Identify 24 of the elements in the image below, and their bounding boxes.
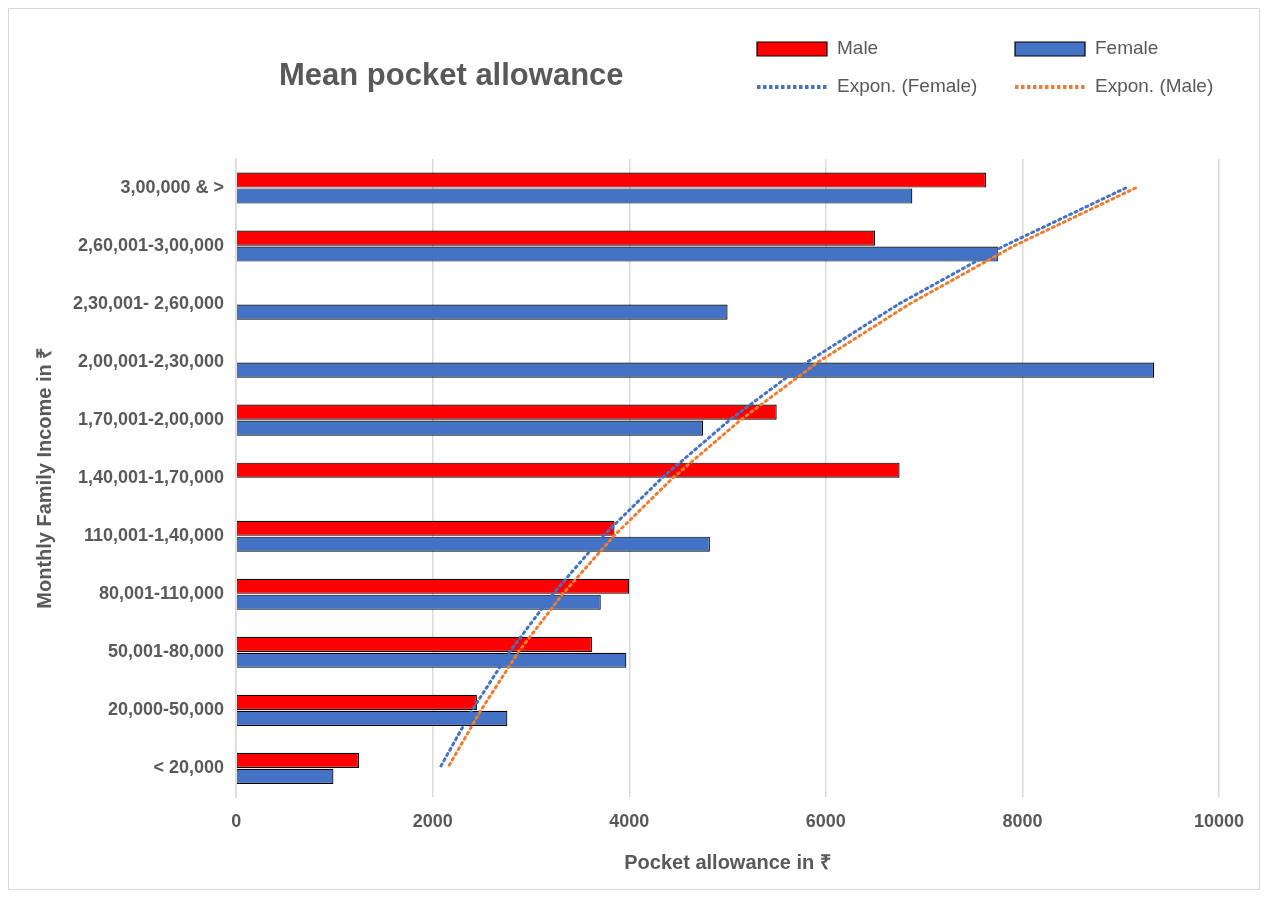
x-tick-label: 2000 [412, 811, 453, 832]
x-tick-label: 0 [231, 811, 242, 832]
y-tick-label: 2,30,001- 2,60,000 [72, 293, 225, 314]
legend-label: Male [837, 37, 879, 59]
y-tick-label: 2,00,001-2,30,000 [77, 351, 225, 372]
y-tick-label: 50,001-80,000 [108, 641, 225, 662]
legend-label: Expon. (Female) [837, 75, 978, 97]
y-tick-label: 1,70,001-2,00,000 [77, 409, 225, 430]
y-tick-label: 2,60,001-3,00,000 [77, 235, 225, 256]
x-tick-label: 4000 [609, 811, 650, 832]
x-tick-label: 10000 [1193, 811, 1245, 832]
y-tick-label: < 20,000 [153, 757, 225, 778]
y-axis-title: Monthly Family Income in ₹ [32, 347, 55, 609]
x-tick-label: 8000 [1002, 811, 1043, 832]
x-axis-title: Pocket allowance in ₹ [624, 850, 831, 873]
y-tick-label: 1,40,001-1,70,000 [77, 467, 225, 488]
legend-label: Expon. (Male) [1095, 75, 1214, 97]
y-tick-label: 3,00,000 & > [120, 176, 225, 197]
y-tick-label: 110,001-1,40,000 [83, 525, 225, 546]
chart-title: Mean pocket allowance [279, 57, 624, 93]
legend-label: Female [1095, 37, 1159, 59]
x-tick-label: 6000 [805, 811, 846, 832]
y-tick-label: 80,001-110,000 [99, 583, 225, 604]
y-tick-label: 20,000-50,000 [108, 699, 225, 720]
